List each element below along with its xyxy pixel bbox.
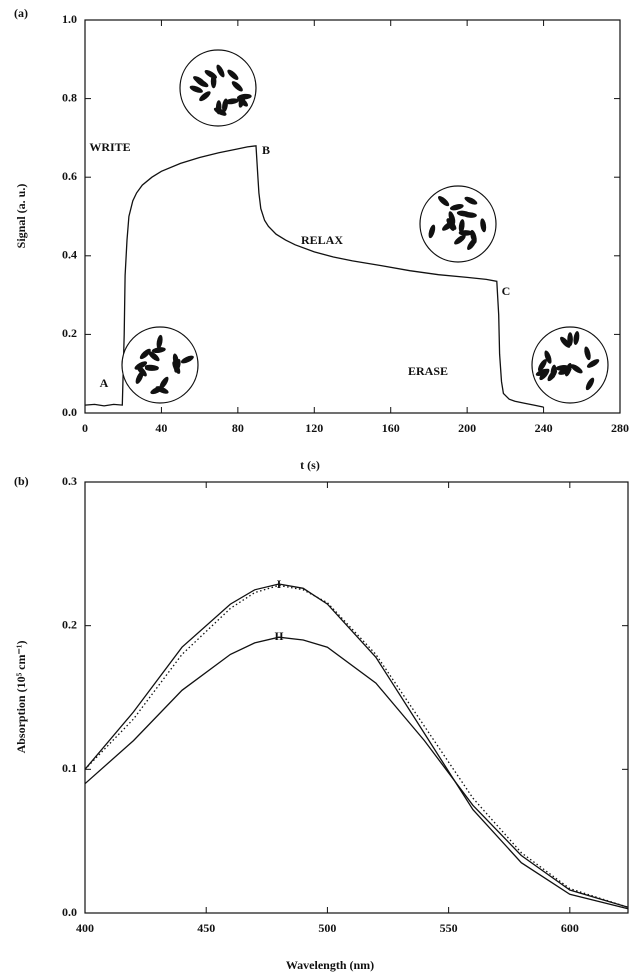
icon-molecule [480, 218, 487, 233]
icon-molecule [544, 350, 552, 364]
icon-molecule [537, 359, 547, 372]
x-tick-label: 200 [458, 421, 476, 435]
molecule-icon [179, 49, 257, 127]
plot-frame [84, 481, 629, 914]
y-tick-label: 0.2 [62, 617, 77, 631]
y-tick-label: 0.3 [62, 474, 77, 488]
data-line [84, 583, 629, 910]
icon-circle [121, 326, 199, 404]
icon-molecule [564, 362, 572, 377]
x-tick-label: 550 [440, 921, 458, 935]
icon-molecule [585, 377, 595, 391]
molecule-icon [531, 326, 609, 404]
icon-molecule [458, 219, 465, 234]
annotation: II [274, 629, 284, 643]
icon-molecule [470, 229, 477, 244]
annotation: C [502, 284, 511, 298]
icon-molecule [449, 204, 464, 211]
icon-molecule [586, 359, 600, 368]
icon-molecule [428, 224, 436, 239]
x-tick-label: 500 [318, 921, 336, 935]
icon-molecule [139, 348, 151, 360]
icon-molecule [136, 365, 147, 377]
icon-molecule [539, 368, 550, 381]
icon-molecule [174, 358, 181, 373]
icon-molecule [148, 351, 160, 362]
icon-molecule [446, 218, 455, 231]
icon-molecule [560, 336, 571, 348]
icon-molecule [456, 210, 471, 217]
x-tick-label: 0 [82, 421, 88, 435]
molecule-icon [419, 185, 497, 263]
x-tick-label: 240 [535, 421, 553, 435]
icon-molecule [555, 365, 570, 371]
x-tick-label: 40 [155, 421, 167, 435]
x-tick-label: 600 [561, 921, 579, 935]
icon-molecule [573, 331, 580, 345]
x-tick-label: 120 [305, 421, 323, 435]
icon-molecule [151, 347, 166, 354]
icon-molecule [144, 365, 159, 371]
panel-label: (b) [14, 474, 29, 488]
icon-molecule [225, 98, 239, 105]
icon-molecule [584, 346, 591, 361]
icon-molecule [231, 81, 243, 92]
data-line [84, 584, 629, 908]
icon-molecule [547, 369, 558, 382]
plot-frame [84, 19, 621, 414]
icon-molecule [438, 196, 450, 207]
icon-molecule [159, 376, 169, 389]
x-axis-label: Wavelength (nm) [286, 958, 374, 972]
icon-molecule [195, 78, 209, 88]
y-tick-label: 0.0 [62, 405, 77, 419]
icon-molecule [189, 85, 203, 93]
panel-label: (a) [14, 6, 28, 20]
y-axis-label: Absorption (10⁵ cm⁻¹) [14, 641, 28, 754]
y-tick-label: 1.0 [62, 12, 77, 26]
y-tick-label: 0.1 [62, 761, 77, 775]
icon-molecule [464, 196, 478, 205]
icon-molecule [156, 334, 163, 349]
annotation: WRITE [89, 140, 130, 154]
y-tick-label: 0.0 [62, 905, 77, 919]
x-tick-label: 450 [197, 921, 215, 935]
icon-molecule [570, 364, 583, 374]
icon-molecule [204, 70, 217, 79]
y-tick-label: 0.2 [62, 326, 77, 340]
icon-molecule [448, 211, 456, 225]
icon-molecule [227, 69, 239, 80]
icon-molecule [567, 332, 573, 347]
annotation: RELAX [301, 233, 343, 247]
data-line [84, 145, 544, 408]
y-axis-label: Signal (a. u.) [14, 184, 28, 249]
x-tick-label: 80 [232, 421, 244, 435]
icon-molecule [180, 355, 194, 364]
data-line [84, 636, 629, 908]
icon-circle [419, 185, 497, 263]
annotation: A [100, 376, 109, 390]
x-axis-label: t (s) [300, 458, 320, 472]
y-tick-label: 0.4 [62, 248, 77, 262]
icon-molecule [237, 96, 248, 107]
x-tick-label: 280 [611, 421, 629, 435]
y-tick-label: 0.6 [62, 169, 77, 183]
icon-circle [179, 49, 257, 127]
icon-molecule [458, 230, 473, 236]
annotation: B [262, 143, 270, 157]
icon-molecule [213, 107, 227, 116]
x-tick-label: 400 [76, 921, 94, 935]
y-tick-label: 0.8 [62, 90, 77, 104]
icon-molecule [454, 234, 466, 245]
annotation: ERASE [408, 364, 448, 378]
molecule-icon [121, 326, 199, 404]
icon-molecule [222, 98, 228, 113]
annotation: I [277, 577, 282, 591]
x-tick-label: 160 [382, 421, 400, 435]
icon-molecule [199, 91, 211, 102]
icon-molecule [216, 64, 225, 78]
